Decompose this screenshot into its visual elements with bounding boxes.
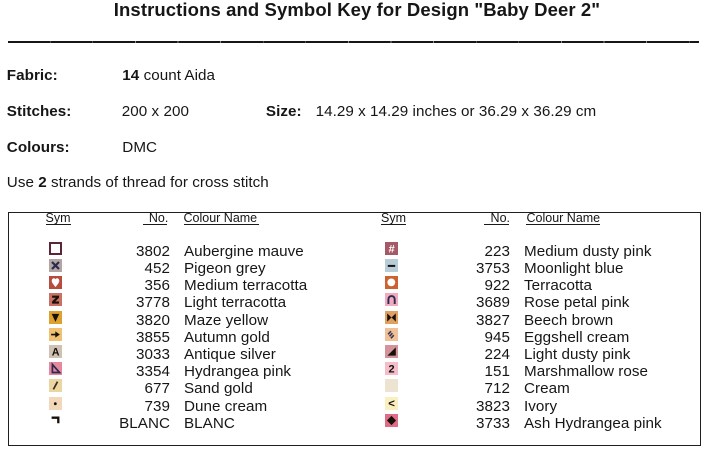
svg-text:2: 2	[388, 364, 394, 375]
svg-text:#: #	[388, 243, 395, 254]
svg-text:<: <	[388, 398, 395, 410]
svg-text:A: A	[52, 347, 60, 358]
